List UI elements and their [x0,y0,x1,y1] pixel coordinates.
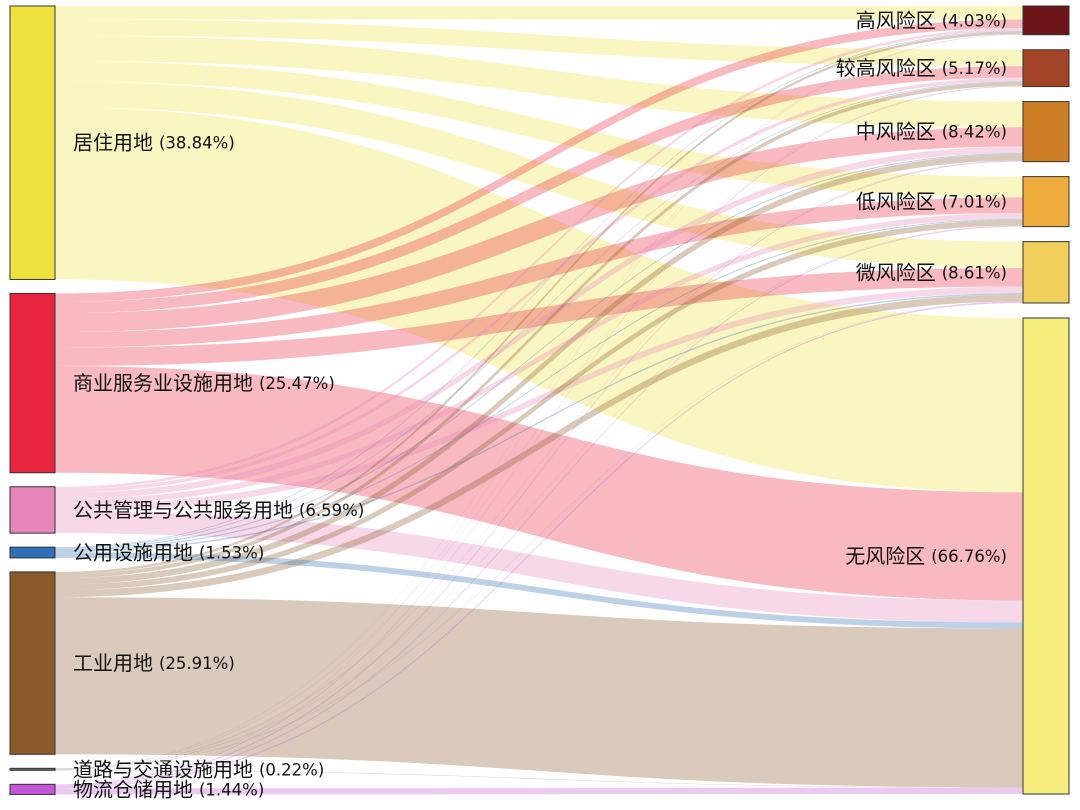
source-label-public_admin: 公共管理与公共服务用地 (6.59%) [73,498,364,522]
source-percent-commercial: (25.47%) [259,374,335,393]
sankey-labels: 居住用地 (38.84%) 商业服务业设施用地 (25.47%) 公共管理与公共服务用地… [73,8,1007,801]
flow-transport-to-mid [55,160,1023,770]
target-percent-high: (4.03%) [942,11,1007,30]
source-label-residential: 居住用地 (38.84%) [73,131,235,155]
source-percent-industrial: (25.91%) [159,654,235,673]
target-node-none [1022,317,1070,795]
target-node-low [1022,176,1070,228]
flow-utilities-to-high [55,30,1023,548]
flow-industrial-to-micro [55,294,1023,598]
source-name-logistics: 物流仓储用地 [73,777,193,801]
source-node-transport [9,767,56,771]
target-label-mid: 中风险区 (8.42%) [856,120,1007,144]
flow-commercial-to-mid_high [55,66,1023,314]
flow-public_admin-to-mid_high [55,77,1023,494]
flow-utilities-to-mid_high [55,81,1023,549]
flow-industrial-to-mid [55,154,1023,585]
target-percent-mid: (8.42%) [942,122,1007,141]
source-percent-logistics: (1.44%) [199,780,264,799]
target-name-micro: 微风险区 [856,260,936,284]
flow-residential-to-low [55,60,1023,198]
target-node-micro [1022,241,1070,304]
source-node-residential [9,5,56,280]
source-label-commercial: 商业服务业设施用地 (25.47%) [73,371,335,395]
target-percent-micro: (8.61%) [942,263,1007,282]
flow-logistics-to-mid_high [55,85,1023,786]
source-percent-public_admin: (6.59%) [299,500,364,519]
target-name-mid: 中风险区 [856,120,936,144]
source-label-logistics: 物流仓储用地 (1.44%) [73,777,264,801]
flow-logistics-to-micro [55,301,1023,789]
source-percent-utilities: (1.53%) [199,543,264,562]
flow-residential-to-micro [55,81,1023,268]
flow-commercial-to-low [55,197,1023,348]
flow-utilities-to-mid [55,152,1023,550]
target-label-low: 低风险区 (7.01%) [856,190,1007,214]
target-label-none: 无风险区 (66.76%) [845,544,1007,568]
target-percent-low: (7.01%) [942,192,1007,211]
flow-utilities-to-low [55,218,1023,551]
flow-utilities-to-none [55,552,1023,629]
flow-utilities-to-micro [55,292,1023,553]
flow-logistics-to-low [55,225,1023,788]
flow-transport-to-low [55,225,1023,770]
target-name-mid_high: 较高风险区 [836,56,936,80]
target-name-none: 无风险区 [845,544,925,568]
target-percent-mid_high: (5.17%) [942,59,1007,78]
source-node-utilities [9,546,56,559]
flow-public_admin-to-low [55,212,1023,506]
source-name-transport: 道路与交通设施用地 [73,757,253,781]
flow-transport-to-high [55,34,1023,769]
target-name-high: 高风险区 [856,8,936,32]
flow-commercial-to-none [55,365,1023,601]
flow-residential-to-mid_high [55,19,1023,67]
source-node-commercial [9,292,56,474]
target-label-micro: 微风险区 (8.61%) [856,260,1007,284]
flow-logistics-to-none [55,787,1023,795]
flow-logistics-to-mid [55,160,1023,787]
flow-industrial-to-mid_high [55,81,1023,579]
flow-transport-to-mid_high [55,85,1023,769]
source-name-industrial: 工业用地 [73,651,153,675]
sankey-nodes [9,5,1070,795]
source-label-industrial: 工业用地 (25.91%) [73,651,235,675]
target-node-high [1022,5,1070,36]
source-name-commercial: 商业服务业设施用地 [73,371,253,395]
source-node-industrial [9,571,56,755]
target-percent-none: (66.76%) [931,547,1007,566]
flow-transport-to-micro [55,301,1023,770]
flow-commercial-to-micro [55,267,1023,366]
source-name-residential: 居住用地 [73,131,153,155]
flow-public_admin-to-mid [55,146,1023,500]
flow-industrial-to-low [55,219,1023,591]
flow-commercial-to-mid [55,127,1023,333]
source-name-public_admin: 公共管理与公共服务用地 [73,498,293,522]
flow-residential-to-mid [55,35,1023,128]
flow-public_admin-to-micro [55,286,1023,512]
sankey-links [55,6,1023,795]
flow-commercial-to-high [55,19,1023,302]
flow-residential-to-high [55,6,1023,20]
flow-logistics-to-high [55,34,1023,785]
target-node-mid [1022,101,1070,163]
flow-industrial-to-none [55,597,1023,788]
flow-industrial-to-high [55,31,1023,575]
source-name-utilities: 公用设施用地 [73,541,193,565]
target-name-low: 低风险区 [856,190,936,214]
source-node-public_admin [9,486,56,534]
flow-public_admin-to-high [55,28,1023,490]
flow-residential-to-none [55,107,1023,493]
source-label-utilities: 公用设施用地 (1.53%) [73,541,264,565]
target-label-high: 高风险区 (4.03%) [856,8,1007,32]
flow-public_admin-to-none [55,511,1023,623]
source-percent-transport: (0.22%) [259,760,324,779]
source-percent-residential: (38.84%) [159,133,235,152]
target-node-mid_high [1022,49,1070,88]
flow-transport-to-none [55,769,1023,788]
source-node-logistics [9,783,56,795]
target-label-mid_high: 较高风险区 (5.17%) [836,56,1007,80]
source-label-transport: 道路与交通设施用地 (0.22%) [73,757,324,781]
